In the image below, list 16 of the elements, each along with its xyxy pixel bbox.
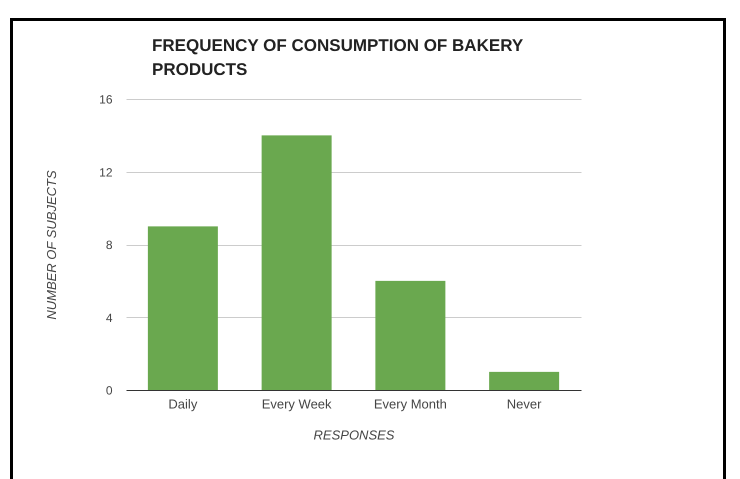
y-axis-title: NUMBER OF SUBJECTS bbox=[44, 170, 60, 320]
y-tick-label: 0 bbox=[106, 384, 113, 398]
x-tick-label: Daily bbox=[168, 396, 198, 412]
y-tick-label: 12 bbox=[99, 165, 113, 180]
chart-title: FREQUENCY OF CONSUMPTION OF BAKERY PRODUCTS bbox=[152, 35, 524, 81]
x-tick-label: Every Week bbox=[262, 396, 332, 412]
x-tick-label: Every Month bbox=[374, 396, 447, 412]
bar bbox=[148, 226, 218, 390]
y-tick-label: 4 bbox=[106, 310, 113, 325]
bar bbox=[375, 280, 446, 390]
x-axis-title: RESPONSES bbox=[314, 428, 395, 442]
bar bbox=[262, 135, 332, 390]
x-tick-label: Never bbox=[506, 396, 542, 412]
y-tick-label: 8 bbox=[106, 238, 113, 252]
y-tick-label: 16 bbox=[99, 92, 113, 106]
bar bbox=[489, 372, 560, 390]
